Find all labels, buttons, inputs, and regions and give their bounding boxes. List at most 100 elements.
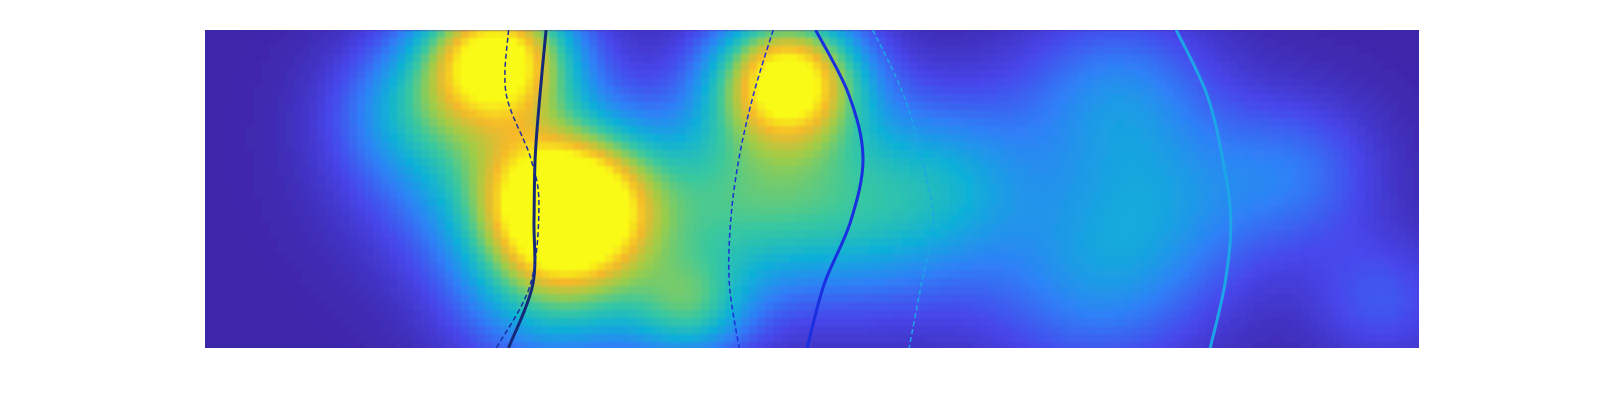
heatmap-cell	[669, 206, 678, 215]
heatmap-cell	[693, 230, 702, 239]
heatmap-cell	[541, 158, 550, 167]
heatmap-cell	[1285, 214, 1294, 223]
heatmap-cell	[645, 190, 654, 199]
heatmap-cell	[1389, 110, 1398, 119]
heatmap-cell	[1013, 30, 1022, 39]
heatmap-cell	[669, 150, 678, 159]
heatmap-cell	[805, 94, 814, 103]
heatmap-cell	[949, 46, 958, 55]
heatmap-cell	[1069, 278, 1078, 287]
heatmap-cell	[653, 238, 662, 247]
heatmap-cell	[405, 174, 414, 183]
heatmap-cell	[325, 46, 334, 55]
heatmap-cell	[893, 46, 902, 55]
heatmap-cell	[1125, 46, 1134, 55]
heatmap-cell	[1117, 70, 1126, 79]
heatmap-cell	[1285, 38, 1294, 47]
heatmap-cell	[421, 38, 430, 47]
heatmap-cell	[997, 254, 1006, 263]
heatmap-cell	[1365, 94, 1374, 103]
heatmap-cell	[789, 246, 798, 255]
heatmap-cell	[261, 118, 270, 127]
heatmap-cell	[1069, 230, 1078, 239]
heatmap-cell	[1189, 54, 1198, 63]
heatmap-cell	[501, 182, 510, 191]
heatmap-cell	[437, 94, 446, 103]
heatmap-cell	[845, 166, 854, 175]
heatmap-cell	[925, 182, 934, 191]
heatmap-cell	[301, 150, 310, 159]
heatmap-cell	[949, 126, 958, 135]
heatmap-cell	[949, 246, 958, 255]
heatmap-cell	[1045, 102, 1054, 111]
heatmap-cell	[1213, 78, 1222, 87]
heatmap-cell	[1237, 166, 1246, 175]
heatmap-cell	[381, 206, 390, 215]
heatmap-cell	[789, 182, 798, 191]
heatmap-cell	[261, 158, 270, 167]
heatmap-cell	[669, 246, 678, 255]
heatmap-cell	[749, 118, 758, 127]
heatmap-cell	[949, 78, 958, 87]
heatmap-cell	[917, 182, 926, 191]
heatmap-cell	[1013, 94, 1022, 103]
heatmap-cell	[1269, 134, 1278, 143]
heatmap-cell	[1197, 118, 1206, 127]
heatmap-cell	[909, 102, 918, 111]
heatmap-cell	[1301, 70, 1310, 79]
heatmap-cell	[1397, 198, 1406, 207]
heatmap-cell	[1013, 230, 1022, 239]
heatmap-cell	[709, 102, 718, 111]
heatmap-cell	[701, 238, 710, 247]
heatmap-cell	[1157, 46, 1166, 55]
heatmap-cell	[1021, 30, 1030, 39]
heatmap-cell	[565, 126, 574, 135]
heatmap-cell	[277, 110, 286, 119]
heatmap-cell	[1021, 174, 1030, 183]
heatmap-cell	[885, 166, 894, 175]
heatmap-cell	[645, 214, 654, 223]
heatmap-cell	[733, 278, 742, 287]
heatmap-cell	[285, 62, 294, 71]
heatmap-cell	[381, 134, 390, 143]
heatmap-cell	[605, 174, 614, 183]
heatmap-cell	[821, 230, 830, 239]
heatmap-cell	[325, 286, 334, 295]
heatmap-cell	[1349, 38, 1358, 47]
heatmap-cell	[333, 78, 342, 87]
heatmap-cell	[1277, 198, 1286, 207]
heatmap-cell	[1285, 110, 1294, 119]
heatmap-cell	[997, 46, 1006, 55]
heatmap-cell	[989, 238, 998, 247]
heatmap-cell	[1365, 70, 1374, 79]
heatmap-cell	[1293, 278, 1302, 287]
heatmap-cell	[485, 46, 494, 55]
heatmap-cell	[1101, 182, 1110, 191]
heatmap-cell	[541, 222, 550, 231]
heatmap-cell	[861, 190, 870, 199]
heatmap-cell	[1141, 126, 1150, 135]
heatmap-cell	[725, 30, 734, 39]
heatmap-cell	[429, 262, 438, 271]
heatmap-cell	[349, 190, 358, 199]
heatmap-cell	[957, 182, 966, 191]
heatmap-cell	[285, 102, 294, 111]
heatmap-cell	[429, 126, 438, 135]
heatmap-cell	[933, 134, 942, 143]
heatmap-cell	[1317, 230, 1326, 239]
heatmap-cell	[221, 222, 230, 231]
heatmap-cell	[749, 230, 758, 239]
heatmap-cell	[669, 174, 678, 183]
heatmap-cell	[1261, 238, 1270, 247]
heatmap-cell	[541, 286, 550, 295]
heatmap-cell	[1133, 158, 1142, 167]
heatmap-cell	[485, 286, 494, 295]
heatmap-cell	[893, 86, 902, 95]
heatmap-cell	[1189, 38, 1198, 47]
heatmap-cell	[493, 222, 502, 231]
heatmap-cell	[733, 118, 742, 127]
heatmap-cell	[357, 286, 366, 295]
heatmap-cell	[1141, 46, 1150, 55]
heatmap-cell	[869, 238, 878, 247]
heatmap-cell	[1037, 222, 1046, 231]
